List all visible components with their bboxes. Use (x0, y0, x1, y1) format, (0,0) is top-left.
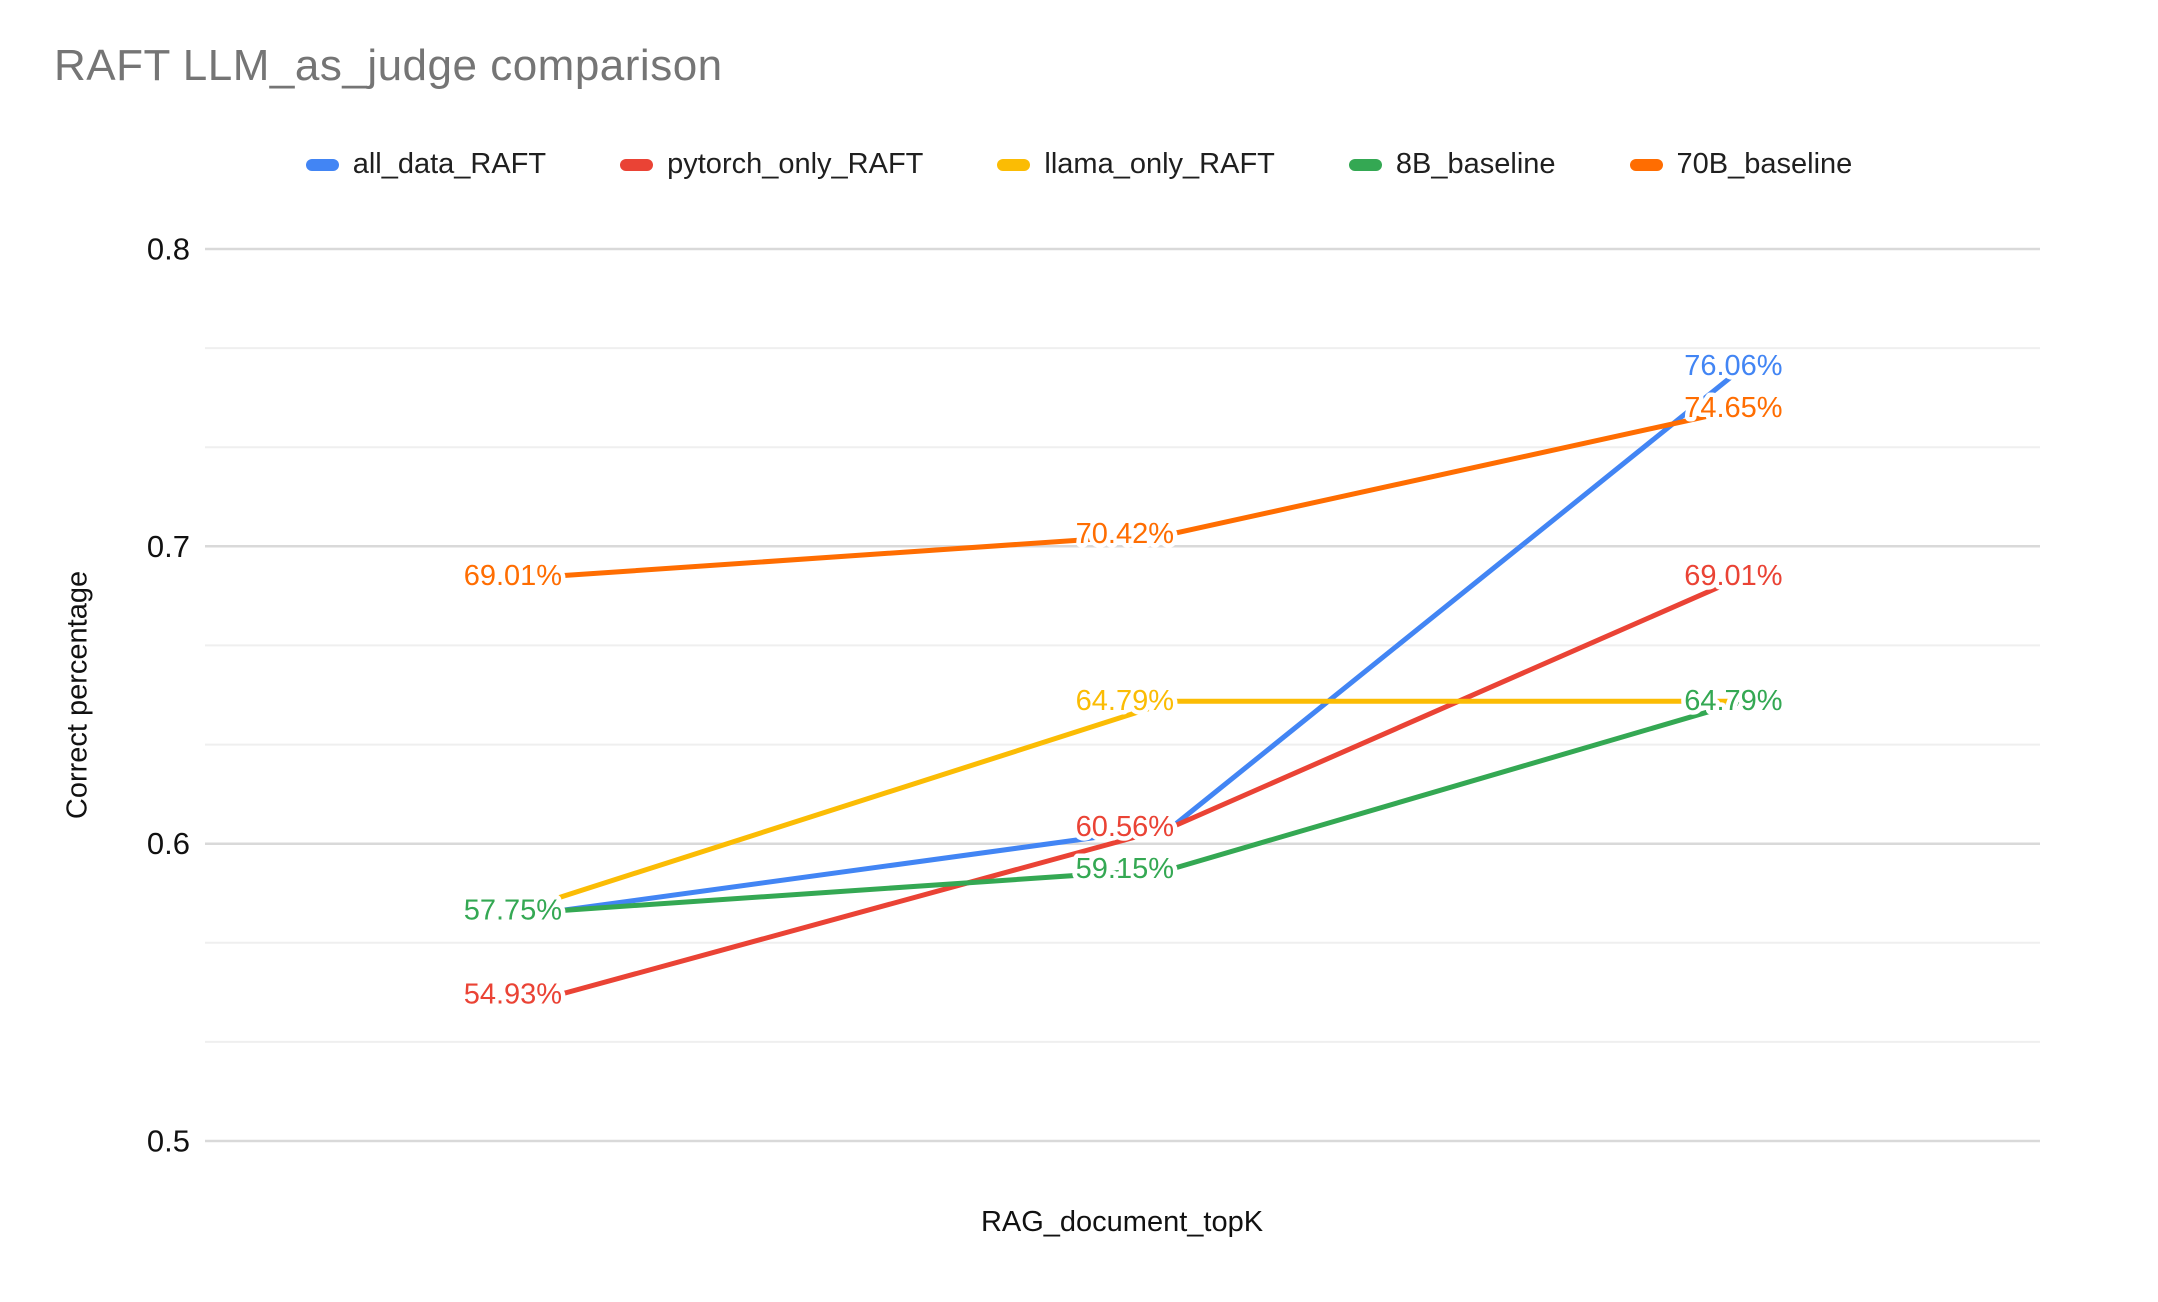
legend-label: llama_only_RAFT (1044, 148, 1275, 180)
series-line-llama_only_RAFT[interactable] (557, 698, 1748, 900)
data-label-70B_baseline: 70.42% (1076, 518, 1174, 550)
legend-item-llama-only-raft[interactable]: llama_only_RAFT (997, 148, 1275, 181)
series-line-8B_baseline[interactable] (557, 698, 1748, 914)
data-label-pytorch_only_RAFT: 54.93% (464, 978, 562, 1010)
data-label-pytorch_only_RAFT: 60.56% (1076, 811, 1174, 843)
legend-item-pytorch-only-raft[interactable]: pytorch_only_RAFT (620, 148, 923, 181)
legend-item-70b-baseline[interactable]: 70B_baseline (1629, 148, 1853, 181)
legend-label: all_data_RAFT (352, 148, 547, 180)
data-label-llama_only_RAFT: 64.79% (1076, 685, 1174, 717)
chart-title: RAFT LLM_as_judge comparison (54, 41, 723, 90)
y-axis-title: Correct percentage (61, 570, 94, 820)
data-label-pytorch_only_RAFT: 69.01% (1684, 560, 1782, 592)
legend-item-all-data-raft[interactable]: all_data_RAFT (305, 148, 547, 181)
data-label-8B_baseline: 64.79% (1684, 685, 1782, 717)
legend-label: 8B_baseline (1395, 148, 1556, 180)
x-axis-title: RAG_document_topK (980, 1206, 1264, 1238)
data-label-8B_baseline: 59.15% (1076, 853, 1174, 885)
series-line-pytorch_only_RAFT[interactable] (557, 573, 1748, 997)
legend-swatch-icon (1629, 158, 1663, 171)
y-tick-label: 0.7 (147, 529, 190, 564)
data-label-70B_baseline: 69.01% (464, 560, 562, 592)
legend-label: pytorch_only_RAFT (667, 148, 924, 180)
y-tick-label: 0.8 (147, 232, 190, 267)
series-line-70B_baseline[interactable] (557, 405, 1748, 579)
legend-item-8b-baseline[interactable]: 8B_baseline (1348, 148, 1556, 181)
data-label-8B_baseline: 57.75% (464, 895, 562, 927)
data-label-70B_baseline: 74.65% (1684, 392, 1782, 424)
legend-swatch-icon (620, 158, 654, 171)
legend-swatch-icon (1348, 158, 1382, 171)
legend-label: 70B_baseline (1676, 148, 1853, 180)
y-tick-label: 0.6 (147, 826, 190, 861)
legend: all_data_RAFT pytorch_only_RAFT llama_on… (0, 148, 2158, 181)
y-tick-label: 0.5 (147, 1124, 190, 1159)
legend-swatch-icon (305, 158, 339, 171)
legend-swatch-icon (997, 158, 1031, 171)
data-label-all_data_RAFT: 76.06% (1684, 350, 1782, 382)
